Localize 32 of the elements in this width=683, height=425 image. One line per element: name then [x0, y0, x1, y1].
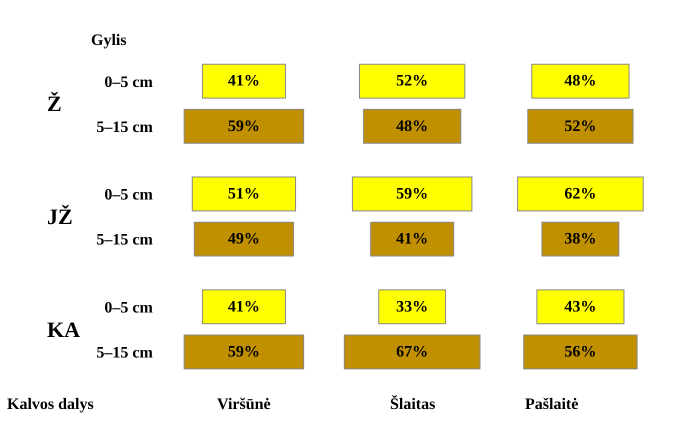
- data-label: 49%: [228, 230, 260, 248]
- data-label: 38%: [564, 230, 596, 248]
- category-label: 5–15 cm: [96, 344, 154, 362]
- data-label: 48%: [396, 118, 428, 135]
- category-label: 0–5 cm: [104, 186, 154, 204]
- data-label: 52%: [564, 118, 596, 135]
- category-label: 0–5 cm: [104, 299, 154, 316]
- data-label: 56%: [564, 343, 596, 360]
- data-label: 62%: [564, 185, 596, 202]
- data-label: 59%: [228, 118, 260, 135]
- text: Gylis: [91, 32, 127, 49]
- category-label: 5–15 cm: [96, 118, 154, 136]
- text: Pašlaitė: [525, 396, 578, 413]
- data-label: 51%: [228, 185, 260, 202]
- data-label: 52%: [396, 72, 428, 90]
- text: Šlaitas: [390, 395, 436, 413]
- data-label: 43%: [564, 298, 596, 316]
- text: Viršūnė: [217, 396, 271, 413]
- data-label: 41%: [228, 72, 260, 90]
- data-label: 59%: [228, 343, 260, 360]
- category-label: 0–5 cm: [104, 74, 154, 91]
- data-label: 59%: [396, 185, 428, 202]
- text: JŽ: [47, 204, 73, 229]
- data-label: 41%: [228, 298, 260, 316]
- text: KA: [47, 317, 80, 342]
- data-label: 41%: [396, 230, 428, 248]
- text: Ž: [47, 91, 62, 116]
- data-label: 48%: [564, 72, 596, 90]
- data-label: 67%: [396, 343, 428, 360]
- text: Kalvos dalys: [7, 396, 94, 413]
- data-label: 33%: [396, 298, 428, 316]
- category-label: 5–15 cm: [96, 232, 154, 249]
